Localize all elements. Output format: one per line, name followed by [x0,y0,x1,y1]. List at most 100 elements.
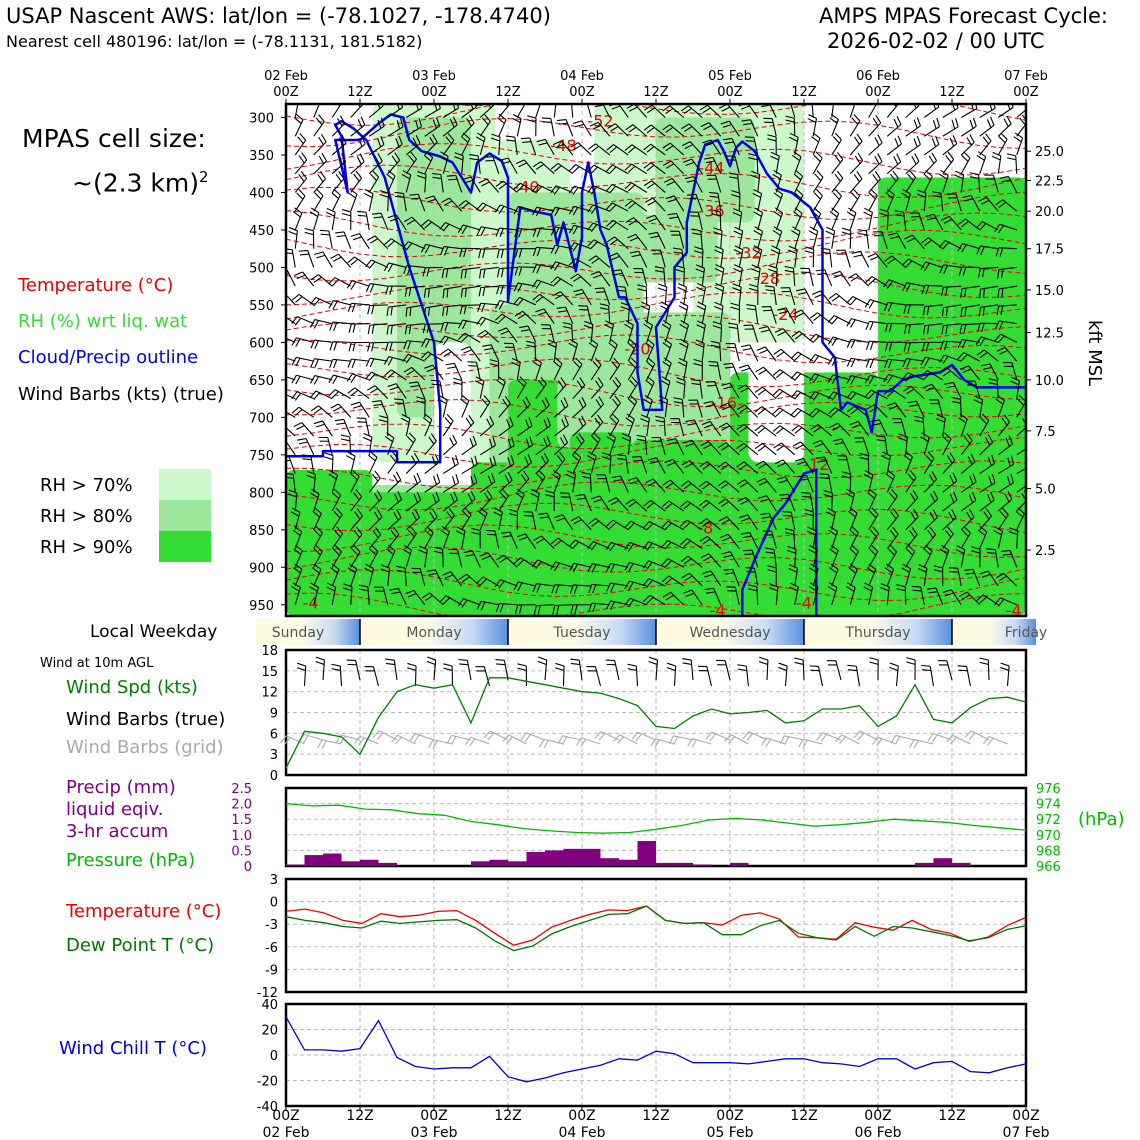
wind-barb-top [720,305,724,324]
wind-barb-top-tick [676,381,685,386]
wind-barb-top-tick [673,397,683,400]
wind-barb-top-tick [408,287,412,297]
wind-barb-top-tick [683,502,692,510]
pressure-tick-label: 300 [249,111,274,126]
wind-barb-top-tick [335,231,345,234]
wind-barb-top-tick [471,531,481,536]
wind-barb-top-tick [799,478,809,481]
wind-barb-top [331,455,334,474]
wind-barb-top-tick [293,548,302,555]
wind-barb-top-tick [347,303,352,312]
legend-wind-barbs: Wind Barbs (kts) (true) [18,384,224,405]
temp-contour-label: -4 [1006,601,1022,620]
wind-barb-top-tick [607,432,616,439]
wind-barb-top-tick [985,436,991,446]
wind-barb-top-tick [856,133,863,142]
wind-barb-top-tick [591,520,600,527]
wind-barb-top-tick [680,320,689,326]
wind-barb-top-tick [408,154,415,163]
wind-barb-grid-tick [617,736,625,744]
wind-barb-top [667,558,685,568]
time-label-bottom: 12Z [346,1108,373,1124]
wind-barb-top-tick [809,582,819,588]
wind-barb-top [1008,176,1018,193]
wind-barb-top [726,516,740,531]
wind-barb-top-tick [573,288,583,293]
wind-barb-top [794,137,799,156]
wind-barb-top [424,532,434,549]
isotherm-23 [286,592,1026,616]
wind-barb-top-tick [774,328,784,333]
wind-barb-top-tick [498,557,508,564]
wind-barb-top-tick [297,136,304,144]
wind-barb-top-tick [713,227,723,232]
wind-barb-top [590,421,604,437]
wind-barb-top-tick [291,406,300,414]
rh-shade-17 [878,177,1026,616]
wind-barb-10m-tick [682,662,692,666]
wind-barb-top-tick [494,507,503,513]
wind-barb-top [942,550,950,568]
wind-barb-top [413,590,426,606]
wind-barb-top-tick [479,507,488,514]
wind-barb-top-tick [352,342,356,352]
wind-barb-top-tick [904,451,913,458]
wind-barb-top [780,442,796,456]
wind-barb-top-tick [744,553,754,556]
wind-barb-top-tick [903,385,912,392]
wind-barb-top-tick [621,436,631,442]
wind-barb-top [536,227,555,231]
wind-barb-top [573,584,592,587]
wind-barb-10m-tick [296,662,306,667]
wind-barb-top-tick [922,325,926,335]
wind-barb-top-tick [362,436,372,442]
wind-barb-top-tick [630,480,639,485]
wind-barb-top [668,500,685,512]
wind-barb-grid-tick [964,730,972,738]
wind-barb-top-tick [747,584,757,588]
wind-barb-top-tick [625,124,634,131]
wind-barb-top-tick [960,288,963,298]
wind-barb-top [720,287,725,305]
wind-barb-top-tick [605,184,613,192]
wind-barb-top-tick [428,436,435,445]
wind-barb-top-tick [1010,455,1015,465]
temp-panel-tick-label: -12 [257,986,278,1001]
wind-barb-top-tick [465,554,475,557]
wind-barb-top-tick [540,376,547,385]
wind-barb-top [664,305,670,324]
wind-barb-top-tick [868,391,876,399]
wind-barb-top-tick [809,226,818,232]
wind-barb-top-tick [768,268,778,273]
wind-barb-top-tick [588,143,596,150]
wind-barb-top-tick [504,474,510,484]
wind-barb-top-tick [702,139,711,144]
wind-barb-top-tick [304,231,314,236]
wind-barb-top-tick [963,324,967,334]
wind-barb-top [960,142,975,156]
wind-barb-top-tick [440,529,449,536]
wind-barb-top-tick [417,171,427,176]
wind-barb-top-tick [666,181,676,186]
wind-barb-top [923,126,940,137]
wind-barb-top-tick [573,451,582,458]
wind-barb-top [868,514,879,531]
wind-barb-top [457,549,463,568]
wind-barb-top [997,498,1013,512]
wind-barb-top-tick [710,344,721,348]
wind-barb-grid [619,734,638,745]
wind-barb-top [780,348,796,362]
wind-barb-top-tick [409,193,419,196]
wind-barb-top [313,121,325,137]
wind-barb-top-tick [443,200,453,206]
wind-barb-top-tick [407,593,417,598]
wind-barb-top-tick [736,479,746,485]
wind-barb-top-tick [389,217,399,222]
wind-barb-top-tick [830,113,839,120]
wind-barb-top [923,498,939,512]
wind-barb-top [516,425,533,437]
wind-barb-top-tick [500,330,510,335]
wind-barb-top [543,308,555,324]
wind-barb-top [707,536,722,549]
wind-barb-top-tick [624,200,633,207]
